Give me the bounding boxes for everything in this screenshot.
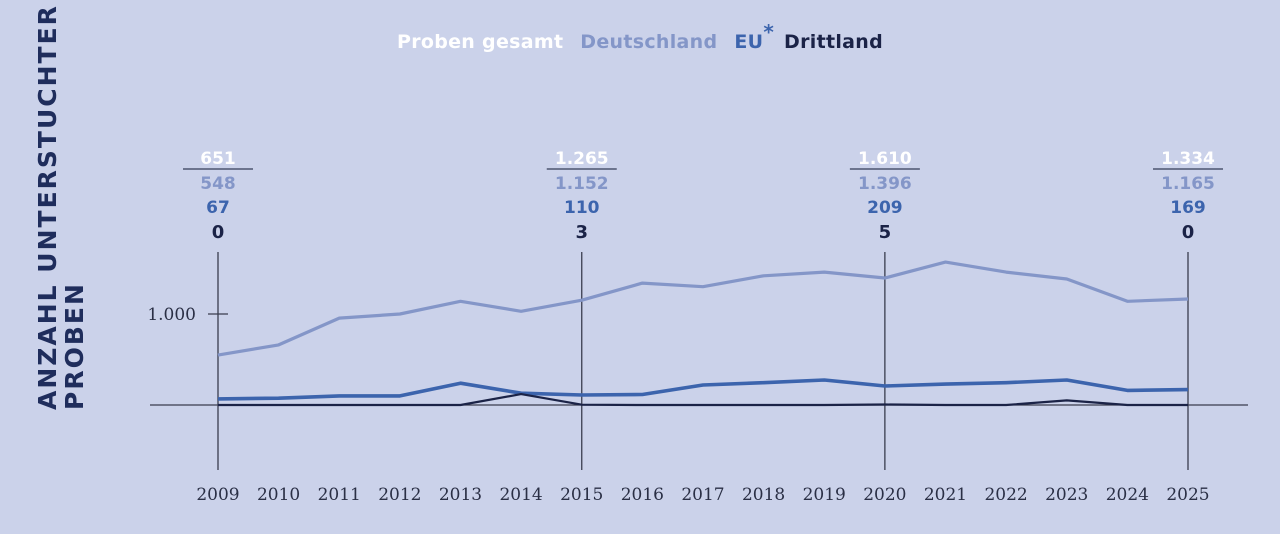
annotation-total: 1.265: [555, 149, 609, 169]
annotation-germany: 1.396: [858, 174, 912, 194]
x-tick-label: 2023: [1045, 485, 1088, 505]
annotation-total: 651: [200, 149, 236, 169]
x-tick-label: 2010: [257, 485, 300, 505]
annotation-third: 3: [575, 222, 588, 243]
x-tick-label: 2019: [803, 485, 846, 505]
series-line-eu: [217, 378, 1189, 401]
annotation-total: 1.334: [1161, 149, 1215, 169]
legend-eu: EU*: [734, 20, 774, 54]
legend-third: Drittland: [784, 31, 884, 54]
annotation-total: 1.610: [858, 149, 912, 169]
legend-total: Proben gesamt: [396, 31, 564, 54]
annotation-germany: 1.152: [555, 174, 609, 194]
legend-germany: Deutschland: [580, 31, 718, 54]
annotation-germany: 1.165: [1161, 174, 1215, 194]
annotation-third: 5: [879, 222, 892, 243]
legend-eu-label: EU: [734, 31, 764, 54]
x-tick-label: 2022: [984, 485, 1027, 505]
x-tick-label: 2017: [681, 485, 724, 505]
x-tick-label: 2009: [196, 485, 239, 505]
x-tick-label: 2012: [378, 485, 421, 505]
x-tick-label: 2015: [560, 485, 603, 505]
x-tick-label: 2011: [318, 485, 361, 505]
chart-legend: Proben gesamt Deutschland EU* Drittland: [0, 20, 1280, 54]
annotation-third: 0: [212, 222, 225, 243]
annotation-eu: 67: [206, 198, 230, 218]
series-line-germany: [217, 260, 1189, 357]
x-tick-label: 2020: [863, 485, 906, 505]
x-tick-label: 2021: [924, 485, 967, 505]
x-tick-label: 2025: [1166, 485, 1209, 505]
x-tick-label: 2018: [742, 485, 785, 505]
annotation-eu: 110: [564, 198, 600, 218]
legend-eu-star: *: [763, 20, 775, 44]
y-tick-label: 1.000: [147, 305, 196, 325]
annotation-germany: 548: [200, 174, 236, 194]
annotation-third: 0: [1182, 222, 1195, 243]
annotation-eu: 169: [1170, 198, 1206, 218]
series-line-third: [218, 393, 1188, 407]
x-tick-label: 2013: [439, 485, 482, 505]
x-tick-label: 2014: [499, 485, 542, 505]
annotation-eu: 209: [867, 198, 903, 218]
x-tick-label: 2016: [621, 485, 664, 505]
x-tick-label: 2024: [1106, 485, 1149, 505]
